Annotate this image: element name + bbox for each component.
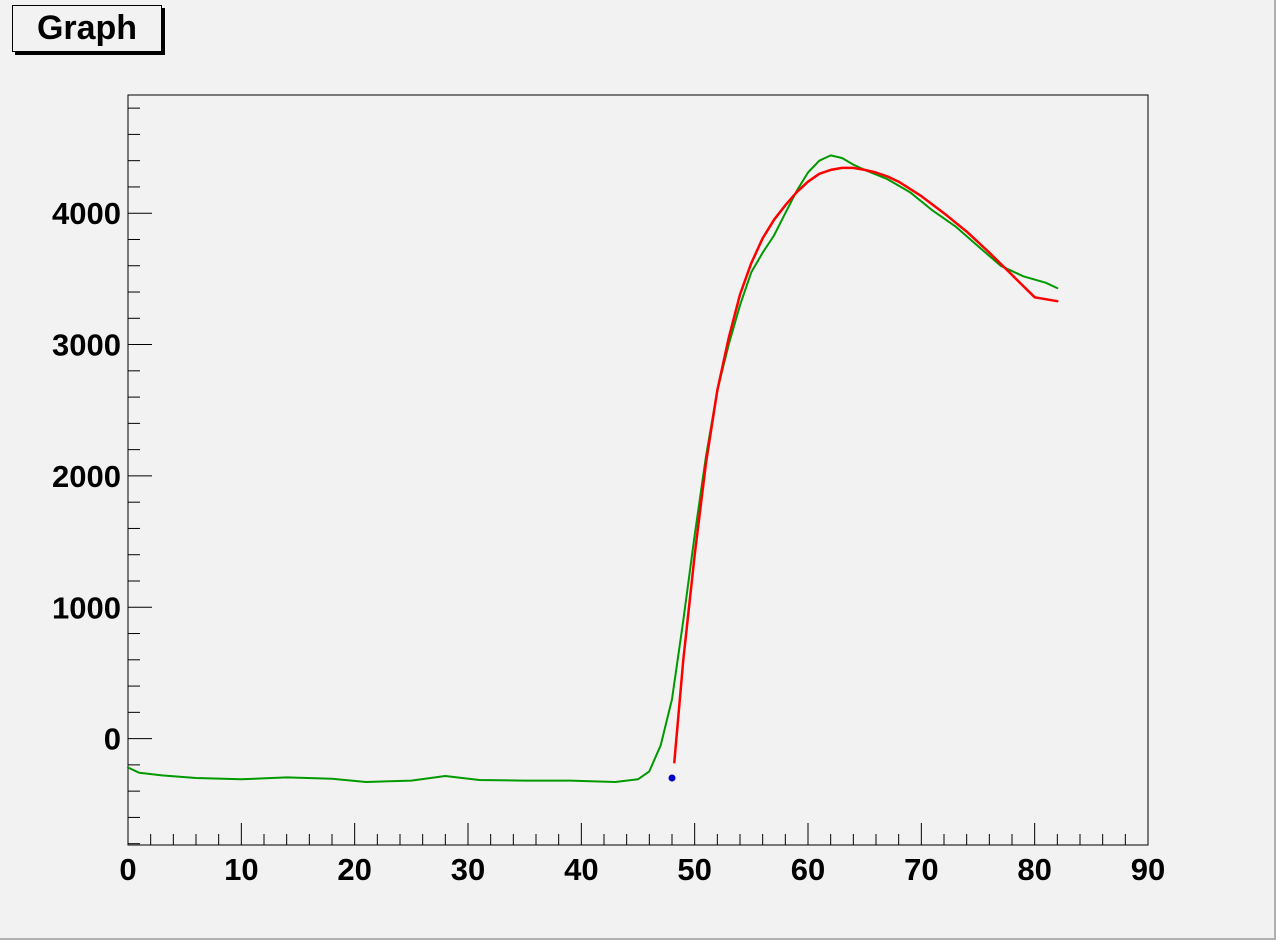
- x-tick-label: 80: [1017, 852, 1051, 887]
- x-tick-label: 90: [1131, 852, 1165, 887]
- chart-title: Graph: [12, 5, 162, 52]
- y-tick-label: 4000: [52, 196, 121, 231]
- x-axis: 0 10 20 30 40 50 60 70 80 90: [119, 823, 1165, 887]
- plot-frame: [127, 94, 1149, 846]
- y-axis: 0 1000 2000 3000 4000: [52, 107, 152, 845]
- x-tick-label: 50: [677, 852, 711, 887]
- y-tick-label: 1000: [52, 590, 121, 625]
- series-0-line: [127, 154, 1059, 783]
- x-tick-label: 30: [451, 852, 485, 887]
- x-tick-label: 0: [119, 852, 136, 887]
- y-tick-label: 3000: [52, 328, 121, 363]
- series-2-marker: [668, 774, 676, 782]
- y-tick-label: 0: [104, 722, 121, 757]
- x-tick-label: 70: [904, 852, 938, 887]
- series-1-line: [673, 166, 1059, 764]
- x-tick-label: 10: [224, 852, 258, 887]
- x-tick-label: 40: [564, 852, 598, 887]
- x-tick-label: 20: [337, 852, 371, 887]
- x-tick-label: 60: [791, 852, 825, 887]
- y-tick-label: 2000: [52, 459, 121, 494]
- series-layer: [127, 154, 1059, 783]
